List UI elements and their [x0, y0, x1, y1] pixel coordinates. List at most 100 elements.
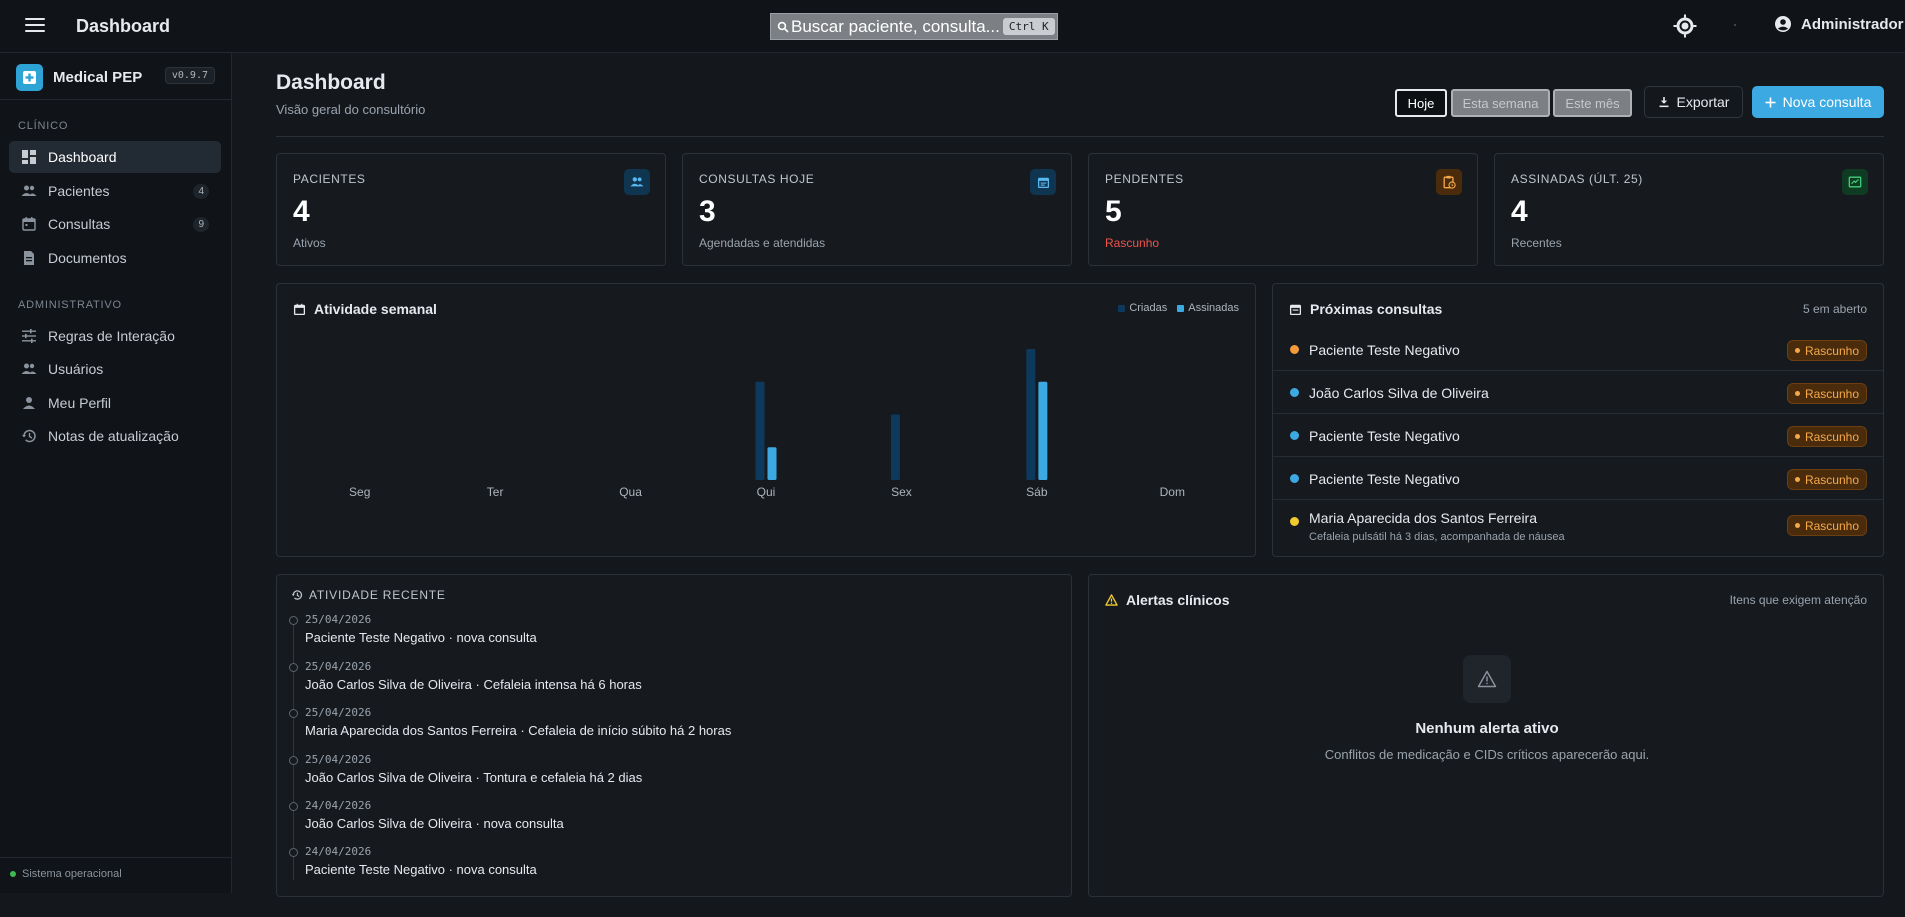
status-badge: Rascunho — [1786, 426, 1867, 447]
sidebar-item-label: Usuários — [48, 361, 104, 377]
people-icon — [21, 363, 37, 374]
status-dot-icon — [1290, 474, 1299, 483]
stat-label: CONSULTAS HOJE — [699, 172, 815, 186]
status-dot-icon — [1290, 517, 1299, 526]
sidebar-item-dashboard[interactable]: Dashboard — [9, 141, 221, 173]
sidebar-item-documentos[interactable]: Documentos — [9, 242, 221, 274]
sidebar-item-notas[interactable]: Notas de atualização — [9, 420, 221, 452]
sidebar-item-regras[interactable]: Regras de Interação — [9, 320, 221, 352]
legend-item-criadas: Criadas — [1118, 302, 1167, 314]
history-icon — [22, 429, 36, 443]
page-title: Dashboard — [276, 71, 386, 94]
divider — [276, 136, 1884, 137]
sidebar: Medical PEP v0.9.7 CLÍNICO Dashboard Pac… — [0, 53, 232, 893]
x-tick-label: Sáb — [1026, 485, 1048, 499]
signature-icon — [1842, 169, 1868, 195]
stat-label: ASSINADAS (ÚLT. 25) — [1511, 172, 1643, 186]
calendar-icon — [1289, 304, 1302, 315]
calendar-icon — [22, 217, 36, 231]
section-label-clinico: CLÍNICO — [18, 120, 69, 132]
people-icon — [624, 169, 650, 195]
list-item[interactable]: Paciente Teste Negativo Rascunho — [1273, 414, 1883, 457]
search-input[interactable]: Buscar paciente, consulta... Ctrl K — [770, 13, 1058, 40]
activity-text: Paciente Teste Negativo · nova consulta — [305, 862, 537, 877]
timeline-dot — [289, 709, 298, 718]
bar-criadas-4 — [890, 414, 900, 480]
account-circle-icon — [1775, 16, 1791, 32]
upcoming-title-text: Próximas consultas — [1310, 301, 1443, 317]
bar-criadas-5 — [1026, 349, 1036, 480]
period-month-button[interactable]: Este mês — [1553, 89, 1632, 117]
timeline-dot — [289, 616, 298, 625]
x-tick-label: Ter — [487, 485, 504, 499]
status-badge: Rascunho — [1786, 515, 1867, 536]
activity-date: 25/04/2026 — [305, 706, 372, 719]
version-badge: v0.9.7 — [164, 67, 215, 84]
bar-criadas-3 — [755, 381, 765, 480]
sidebar-item-pacientes[interactable]: Pacientes 4 — [9, 175, 221, 207]
stat-card-assinadas[interactable]: ASSINADAS (ÚLT. 25) 4 Recentes — [1494, 153, 1884, 266]
sidebar-item-usuarios[interactable]: Usuários — [9, 353, 221, 385]
upcoming-title: Próximas consultas — [1289, 301, 1442, 317]
weekly-activity-card: Seg Ter Qua Qui Sex Sáb Dom Atividade semanal … — [276, 283, 1256, 557]
bar-assinadas-5 — [1038, 381, 1048, 480]
system-status-text: Sistema operacional — [22, 868, 122, 880]
sidebar-item-label: Notas de atualização — [48, 428, 179, 444]
calendar-icon — [293, 303, 306, 315]
sidebar-item-consultas[interactable]: Consultas 9 — [9, 208, 221, 240]
warning-icon — [1105, 594, 1118, 606]
list-item[interactable]: Paciente Teste Negativo Rascunho — [1273, 328, 1883, 371]
stat-card-consultas-hoje[interactable]: CONSULTAS HOJE 3 Agendadas e atendidas — [682, 153, 1072, 266]
sidebar-item-label: Pacientes — [48, 183, 110, 199]
recent-activity-card: ATIVIDADE RECENTE 25/04/2026 Paciente Te… — [276, 574, 1072, 897]
list-item[interactable]: Paciente Teste Negativo Rascunho — [1273, 457, 1883, 500]
status-badge: Rascunho — [1786, 383, 1867, 404]
search-text: Buscar paciente, consulta... — [791, 16, 1000, 36]
stat-sub: Rascunho — [1105, 236, 1160, 250]
status-dot-icon — [1290, 345, 1299, 354]
patient-name: Paciente Teste Negativo — [1309, 428, 1460, 444]
stat-value: 4 — [293, 195, 310, 228]
stat-sub: Recentes — [1511, 236, 1562, 250]
document-icon — [24, 251, 34, 265]
patient-name: Paciente Teste Negativo — [1309, 342, 1460, 358]
x-tick-label: Qua — [619, 485, 642, 499]
alerts-hint: Itens que exigem atenção — [1729, 593, 1867, 607]
sidebar-item-meu-perfil[interactable]: Meu Perfil — [9, 387, 221, 419]
medical-cross-icon — [16, 63, 43, 91]
sliders-icon — [22, 329, 36, 343]
list-item[interactable]: Maria Aparecida dos Santos Ferreira Cefa… — [1273, 500, 1883, 552]
empty-state-title: Nenhum alerta ativo — [1415, 720, 1559, 737]
legend-swatch — [1177, 304, 1185, 312]
download-icon — [1659, 97, 1669, 108]
activity-text: João Carlos Silva de Oliveira · nova con… — [305, 816, 564, 831]
stat-sub: Agendadas e atendidas — [699, 236, 826, 250]
x-tick-label: Sex — [891, 485, 912, 499]
clipboard-clock-icon — [1436, 169, 1462, 195]
brightness-icon[interactable] — [1673, 14, 1697, 38]
list-item[interactable]: João Carlos Silva de Oliveira Rascunho — [1273, 371, 1883, 414]
alerts-title: Alertas clínicos — [1105, 592, 1230, 608]
system-status: Sistema operacional — [10, 868, 122, 880]
activity-date: 25/04/2026 — [305, 753, 372, 766]
stat-label: PENDENTES — [1105, 172, 1184, 186]
top-bar: Dashboard Buscar paciente, consulta... C… — [0, 0, 1905, 53]
user-menu[interactable]: Administrador — [1774, 15, 1904, 33]
activity-text: João Carlos Silva de Oliveira · Cefaleia… — [305, 677, 642, 692]
stat-card-pendentes[interactable]: PENDENTES 5 Rascunho — [1088, 153, 1478, 266]
period-week-button[interactable]: Esta semana — [1451, 89, 1550, 117]
clinical-alerts-card: Alertas clínicos Itens que exigem atençã… — [1088, 574, 1884, 897]
export-label: Exportar — [1676, 94, 1730, 110]
brand[interactable]: Medical PEP v0.9.7 — [16, 61, 216, 93]
people-icon — [21, 185, 37, 196]
sidebar-item-label: Consultas — [48, 216, 111, 232]
menu-icon[interactable] — [25, 18, 45, 34]
period-today-button[interactable]: Hoje — [1395, 89, 1447, 117]
new-consultation-button[interactable]: Nova consulta — [1752, 86, 1884, 118]
timeline-dot — [289, 802, 298, 811]
stat-card-pacientes[interactable]: PACIENTES 4 Ativos — [276, 153, 666, 266]
timeline-dot — [289, 848, 298, 857]
legend-label: Assinadas — [1188, 302, 1239, 314]
export-button[interactable]: Exportar — [1644, 86, 1743, 118]
chart-title-text: Atividade semanal — [314, 301, 437, 317]
